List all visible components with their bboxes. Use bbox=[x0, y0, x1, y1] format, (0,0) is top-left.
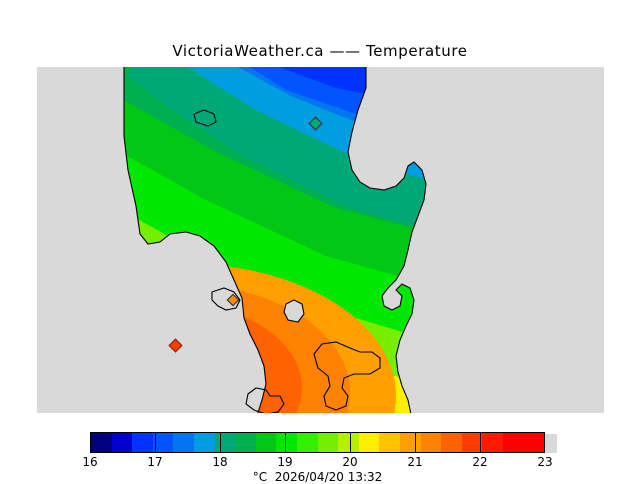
colorbar-tick-label: 21 bbox=[407, 455, 423, 469]
colorbar-swatch bbox=[276, 433, 297, 452]
temperature-colorbar[interactable] bbox=[90, 432, 545, 453]
colorbar-region: 16 17 18 19 20 21 22 23 °C 2026/04/20 13:32 bbox=[82, 432, 557, 484]
colorbar-swatch bbox=[111, 433, 133, 452]
map-canvas bbox=[36, 66, 605, 414]
land-islet bbox=[283, 299, 305, 323]
colorbar-swatch bbox=[152, 433, 174, 452]
colorbar-swatch bbox=[296, 433, 318, 452]
station-marker-north[interactable] bbox=[308, 116, 323, 131]
page-title: VictoriaWeather.ca —— Temperature bbox=[172, 42, 468, 60]
colorbar-swatch bbox=[523, 433, 545, 452]
colorbar-swatch bbox=[255, 433, 277, 452]
island-south-small bbox=[245, 387, 285, 414]
colorbar-overflow-swatch bbox=[545, 434, 557, 453]
colorbar-tick-divider bbox=[285, 432, 286, 453]
colorbar-swatch bbox=[420, 433, 442, 452]
island-outline-group bbox=[193, 109, 381, 414]
colorbar-swatch bbox=[482, 433, 503, 452]
colorbar-swatch bbox=[214, 433, 236, 452]
station-marker-harbour[interactable] bbox=[226, 293, 240, 307]
colorbar-swatch bbox=[132, 433, 153, 452]
land-group bbox=[36, 66, 605, 414]
station-marker-group[interactable] bbox=[168, 116, 323, 353]
colorbar-swatch bbox=[358, 433, 380, 452]
colorbar-tick-label: 19 bbox=[277, 455, 293, 469]
colorbar-swatch bbox=[441, 433, 462, 452]
island-south-large bbox=[313, 341, 381, 411]
colorbar-tick-divider bbox=[350, 432, 351, 453]
colorbar-tick-divider bbox=[155, 432, 156, 453]
colorbar-swatch bbox=[173, 433, 194, 452]
colorbar-swatch bbox=[338, 433, 359, 452]
station-marker-warm-centre[interactable] bbox=[168, 338, 183, 353]
map-border bbox=[36, 66, 605, 414]
colorbar-tick-label: 18 bbox=[212, 455, 228, 469]
colorbar-tick-divider bbox=[415, 432, 416, 453]
colorbar-swatch bbox=[193, 433, 215, 452]
colorbar-tick-label: 22 bbox=[472, 455, 488, 469]
colorbar-tick-label: 20 bbox=[342, 455, 358, 469]
colorbar-caption: °C 2026/04/20 13:32 bbox=[252, 470, 383, 484]
land-east bbox=[347, 66, 605, 414]
temperature-map[interactable] bbox=[36, 66, 605, 414]
colorbar-tick-label: 23 bbox=[537, 455, 553, 469]
colorbar-tick-divider bbox=[480, 432, 481, 453]
colorbar-swatch bbox=[379, 433, 400, 452]
colorbar-swatch bbox=[317, 433, 339, 452]
colorbar-tick-label: 17 bbox=[147, 455, 163, 469]
colorbar-tick-label: 16 bbox=[82, 455, 98, 469]
island-north-islet bbox=[193, 109, 217, 127]
colorbar-tick-divider bbox=[220, 432, 221, 453]
colorbar-swatch bbox=[502, 433, 524, 452]
harbour-spit bbox=[211, 287, 241, 311]
land-west bbox=[36, 66, 267, 414]
colorbar-swatch bbox=[91, 433, 112, 452]
colorbar-swatch bbox=[461, 433, 483, 452]
colorbar-swatch bbox=[399, 433, 421, 452]
colorbar-swatch bbox=[235, 433, 256, 452]
